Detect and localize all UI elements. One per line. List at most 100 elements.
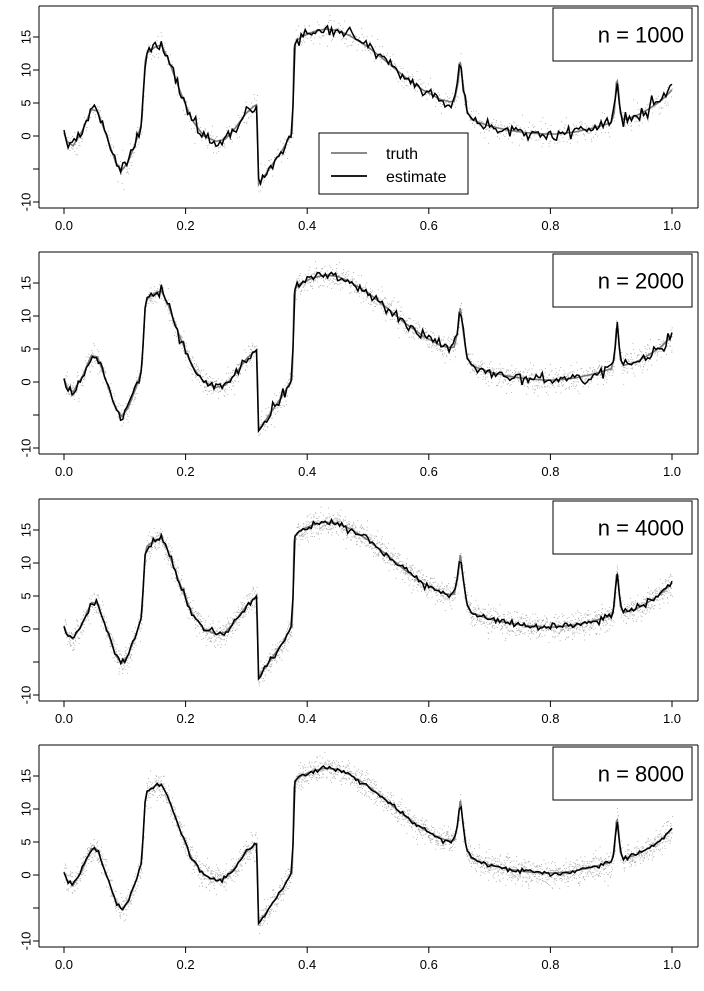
observed-point <box>336 531 337 532</box>
observed-point <box>372 290 373 291</box>
observed-point <box>339 521 340 522</box>
observed-point <box>211 641 212 642</box>
observed-point <box>209 637 210 638</box>
observed-point <box>364 529 365 530</box>
observed-point <box>186 595 187 596</box>
observed-point <box>356 527 357 528</box>
observed-point <box>187 597 188 598</box>
observed-point <box>145 564 146 565</box>
observed-point <box>629 361 630 362</box>
observed-point <box>658 351 659 352</box>
observed-point <box>203 632 204 633</box>
observed-point <box>608 372 609 373</box>
observed-point <box>376 549 377 550</box>
observed-point <box>450 97 451 98</box>
observed-point <box>88 357 89 358</box>
observed-point <box>427 580 428 581</box>
observed-point <box>159 541 160 542</box>
observed-point <box>346 522 347 523</box>
observed-point <box>121 655 122 656</box>
observed-point <box>320 38 321 39</box>
observed-point <box>545 372 546 373</box>
observed-point <box>284 406 285 407</box>
observed-point <box>247 367 248 368</box>
observed-point <box>66 637 67 638</box>
observed-point <box>117 406 118 407</box>
observed-point <box>213 378 214 379</box>
observed-point <box>626 122 627 123</box>
observed-point <box>373 552 374 553</box>
observed-point <box>136 377 137 378</box>
observed-point <box>177 566 178 567</box>
observed-point <box>363 528 364 529</box>
observed-point <box>597 378 598 379</box>
observed-point <box>491 382 492 383</box>
observed-point <box>89 598 90 599</box>
observed-point <box>150 298 151 299</box>
observed-point <box>230 631 231 632</box>
observed-point <box>213 136 214 137</box>
observed-point <box>532 125 533 126</box>
observed-point <box>70 646 71 647</box>
observed-point <box>496 385 497 386</box>
observed-point <box>81 619 82 620</box>
observed-point <box>634 376 635 377</box>
observed-point <box>154 528 155 529</box>
observed-point <box>327 46 328 47</box>
observed-point <box>416 327 417 328</box>
observed-point <box>525 369 526 370</box>
observed-point <box>81 138 82 139</box>
observed-point <box>162 545 163 546</box>
observed-point <box>289 141 290 142</box>
observed-point <box>162 542 163 543</box>
observed-point <box>446 586 447 587</box>
observed-point <box>313 273 314 274</box>
observed-point <box>384 560 385 561</box>
observed-point <box>283 388 284 389</box>
observed-point <box>443 356 444 357</box>
observed-point <box>509 385 510 386</box>
observed-point <box>172 551 173 552</box>
observed-point <box>320 528 321 529</box>
observed-point <box>353 533 354 534</box>
observed-point <box>418 338 419 339</box>
observed-point <box>317 528 318 529</box>
observed-point <box>299 281 300 282</box>
observed-point <box>362 527 363 528</box>
observed-point <box>223 629 224 630</box>
observed-point <box>108 637 109 638</box>
observed-point <box>310 529 311 530</box>
observed-point <box>67 372 68 373</box>
observed-point <box>199 633 200 634</box>
observed-point <box>296 538 297 539</box>
observed-point <box>298 524 299 525</box>
observed-point <box>106 378 107 379</box>
observed-point <box>163 45 164 46</box>
observed-point <box>170 565 171 566</box>
observed-point <box>138 144 139 145</box>
observed-point <box>249 596 250 597</box>
observed-point <box>72 385 73 386</box>
observed-point <box>148 535 149 536</box>
observed-point <box>666 105 667 106</box>
observed-point <box>563 381 564 382</box>
observed-point <box>296 46 297 47</box>
observed-point <box>230 623 231 624</box>
observed-point <box>432 585 433 586</box>
observed-point <box>167 537 168 538</box>
observed-point <box>198 123 199 124</box>
observed-point <box>106 617 107 618</box>
observed-point <box>549 143 550 144</box>
observed-point <box>223 639 224 640</box>
observed-point <box>195 628 196 629</box>
observed-point <box>133 637 134 638</box>
observed-point <box>478 361 479 362</box>
observed-point <box>617 321 618 322</box>
observed-point <box>532 386 533 387</box>
observed-point <box>85 612 86 613</box>
observed-point <box>92 607 93 608</box>
observed-point <box>300 536 301 537</box>
observed-point <box>544 384 545 385</box>
observed-point <box>73 634 74 635</box>
observed-point <box>128 657 129 658</box>
